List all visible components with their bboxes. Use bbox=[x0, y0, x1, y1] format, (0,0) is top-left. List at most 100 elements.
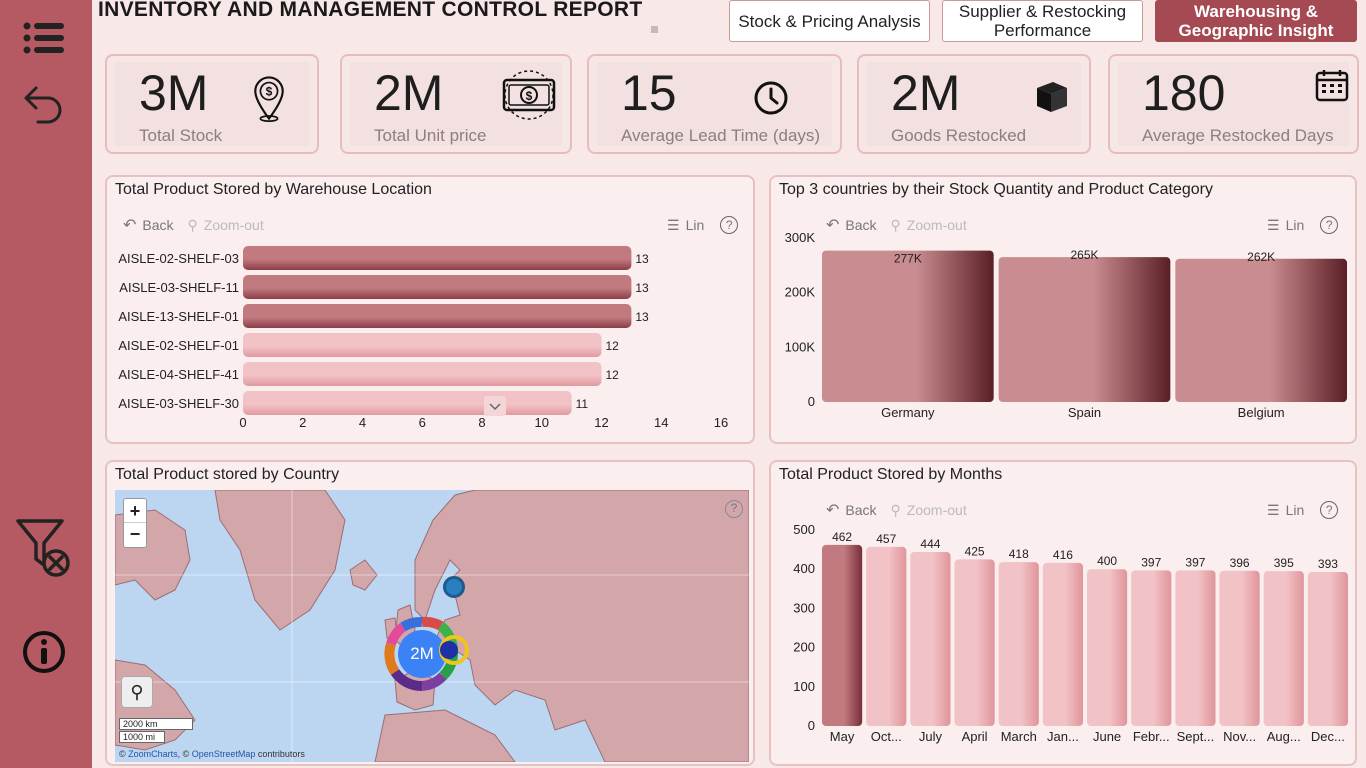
list-icon[interactable]: ☰ bbox=[667, 216, 680, 233]
linear-scale-button[interactable]: Lin bbox=[1285, 502, 1305, 518]
category-label: AISLE-03-SHELF-11 bbox=[119, 280, 239, 295]
bar[interactable] bbox=[1087, 569, 1128, 726]
bar[interactable] bbox=[1175, 258, 1347, 402]
zoomcharts-link[interactable]: ZoomCharts bbox=[128, 749, 178, 759]
data-label: 265K bbox=[1070, 248, 1098, 262]
zoom-out-icon[interactable]: ⚲ bbox=[187, 216, 198, 233]
category-label: AISLE-02-SHELF-01 bbox=[118, 338, 239, 353]
help-icon[interactable]: ? bbox=[1320, 216, 1339, 234]
bar[interactable] bbox=[1219, 570, 1260, 726]
calendar-icon bbox=[1315, 70, 1349, 102]
map-donut-marker[interactable] bbox=[381, 614, 481, 694]
tab-stock-pricing[interactable]: Stock & Pricing Analysis bbox=[729, 0, 930, 42]
back-icon[interactable]: ↶ bbox=[123, 217, 137, 234]
panel-title: Total Product Stored by Months bbox=[779, 466, 1003, 483]
kpi-label: Goods Restocked bbox=[891, 126, 1027, 145]
map-zoom-out-button[interactable]: − bbox=[129, 524, 141, 544]
sidebar bbox=[0, 0, 92, 768]
chart-toolbar-right: ☰ Lin ? bbox=[1267, 215, 1339, 235]
y-tick-label: 500 bbox=[793, 522, 815, 537]
linear-scale-button[interactable]: Lin bbox=[1285, 217, 1305, 233]
y-tick-label: 400 bbox=[793, 561, 815, 576]
lasso-select-icon[interactable]: ⚲ bbox=[121, 676, 153, 708]
list-icon[interactable]: ☰ bbox=[1267, 216, 1280, 233]
bar[interactable] bbox=[822, 544, 863, 726]
y-tick-label: 100K bbox=[785, 339, 816, 354]
bar[interactable] bbox=[1042, 562, 1083, 726]
category-label: Belgium bbox=[1238, 405, 1285, 420]
bar[interactable] bbox=[1307, 571, 1348, 726]
kpi-label: Average Lead Time (days) bbox=[621, 126, 821, 145]
kpi-value: 2M bbox=[891, 65, 961, 121]
bar[interactable] bbox=[998, 562, 1039, 726]
back-icon[interactable]: ↶ bbox=[826, 502, 840, 519]
bar[interactable] bbox=[822, 250, 994, 402]
bar[interactable] bbox=[243, 362, 602, 386]
map-donut-value: 2M bbox=[410, 644, 434, 663]
bar[interactable] bbox=[866, 546, 907, 726]
kpi-card-total-unit-price: 2M Total Unit price $ bbox=[340, 54, 572, 154]
bar[interactable] bbox=[243, 304, 632, 328]
kpi-value: 2M bbox=[374, 65, 444, 121]
bar[interactable] bbox=[243, 275, 632, 299]
y-tick-label: 200 bbox=[793, 640, 815, 655]
y-tick-label: 300 bbox=[793, 600, 815, 615]
help-icon[interactable]: ? bbox=[1320, 501, 1339, 519]
help-icon[interactable]: ? bbox=[720, 216, 739, 234]
panel-title: Top 3 countries by their Stock Quantity … bbox=[779, 181, 1214, 198]
info-icon[interactable] bbox=[14, 622, 74, 682]
bar[interactable] bbox=[1131, 570, 1172, 726]
map-area[interactable]: + − ? ⚲ 2000 km 1000 mi © ZoomCharts, © … bbox=[115, 490, 749, 762]
drill-down-icon[interactable] bbox=[484, 396, 506, 416]
bar[interactable] bbox=[243, 333, 602, 357]
data-label: 397 bbox=[1185, 555, 1205, 569]
map-marker-small[interactable] bbox=[443, 576, 465, 598]
bar[interactable] bbox=[910, 551, 951, 726]
category-label: Aug... bbox=[1267, 729, 1301, 744]
category-label: Dec... bbox=[1311, 729, 1345, 744]
zoom-out-icon[interactable]: ⚲ bbox=[890, 501, 901, 518]
category-label: May bbox=[830, 729, 855, 744]
help-icon[interactable]: ? bbox=[725, 500, 743, 518]
zoom-out-button[interactable]: Zoom-out bbox=[906, 217, 967, 233]
y-tick-label: 100 bbox=[793, 679, 815, 694]
tab-warehousing-geographic[interactable]: Warehousing & Geographic Insight bbox=[1155, 0, 1357, 42]
list-icon[interactable]: ☰ bbox=[1267, 501, 1280, 518]
openstreetmap-link[interactable]: OpenStreetMap bbox=[191, 749, 256, 759]
back-button[interactable]: Back bbox=[142, 217, 174, 233]
clear-filter-icon[interactable] bbox=[14, 518, 74, 578]
category-label: Nov... bbox=[1223, 729, 1256, 744]
back-arrow-icon[interactable] bbox=[14, 72, 74, 132]
data-label: 425 bbox=[965, 544, 985, 558]
data-label: 462 bbox=[832, 530, 852, 544]
map-attribution: © ZoomCharts, © OpenStreetMap contributo… bbox=[119, 749, 305, 759]
zoom-out-button[interactable]: Zoom-out bbox=[203, 217, 264, 233]
map-zoom-controls: + − bbox=[123, 498, 147, 548]
y-tick-label: 300K bbox=[785, 230, 816, 245]
menu-icon[interactable] bbox=[14, 8, 74, 68]
panel-title: Total Product Stored by Warehouse Locati… bbox=[115, 181, 432, 198]
y-tick-label: 0 bbox=[808, 394, 815, 409]
back-button[interactable]: Back bbox=[845, 217, 877, 233]
bar[interactable] bbox=[243, 246, 632, 270]
kpi-card-goods-restocked: 2M Goods Restocked bbox=[857, 54, 1091, 154]
zoom-out-button[interactable]: Zoom-out bbox=[906, 502, 967, 518]
bar[interactable] bbox=[998, 257, 1171, 402]
x-tick-label: 12 bbox=[594, 415, 608, 430]
data-label: 416 bbox=[1053, 548, 1073, 562]
data-label: 262K bbox=[1247, 250, 1275, 264]
bar[interactable] bbox=[243, 391, 572, 415]
chart-toolbar-right: ☰ Lin ? bbox=[667, 215, 739, 235]
tab-supplier-restocking[interactable]: Supplier & Restocking Performance bbox=[942, 0, 1143, 42]
bar[interactable] bbox=[954, 559, 995, 726]
back-button[interactable]: Back bbox=[845, 502, 877, 518]
category-label: June bbox=[1093, 729, 1121, 744]
zoom-out-icon[interactable]: ⚲ bbox=[890, 216, 901, 233]
bar[interactable] bbox=[1175, 570, 1216, 726]
bar[interactable] bbox=[1263, 571, 1304, 726]
data-label: 418 bbox=[1009, 547, 1029, 561]
map-zoom-in-button[interactable]: + bbox=[124, 499, 146, 523]
back-icon[interactable]: ↶ bbox=[826, 217, 840, 234]
warehouse-bar-chart: 0 2 4 6 8 10 12 14 16 AISLE-02-SHELF-03 13 AISLE-03… bbox=[118, 246, 728, 430]
linear-scale-button[interactable]: Lin bbox=[685, 217, 705, 233]
